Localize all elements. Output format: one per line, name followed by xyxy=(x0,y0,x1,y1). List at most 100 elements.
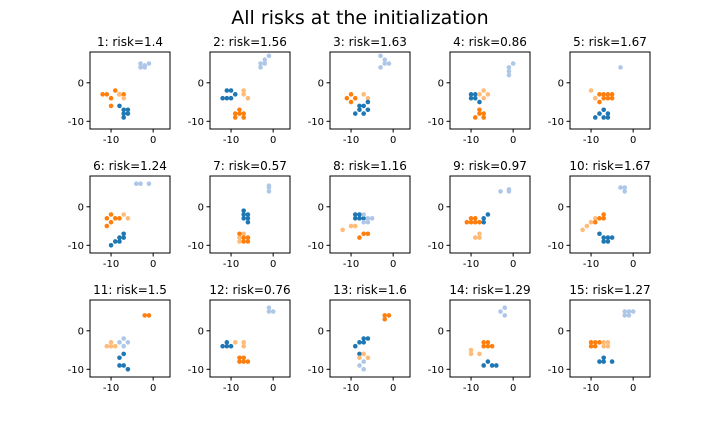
scatter-point xyxy=(382,57,388,62)
scatter-point xyxy=(601,343,606,349)
scatter-point xyxy=(468,351,474,357)
scatter-point xyxy=(121,343,126,349)
x-tick-label: -10 xyxy=(463,259,479,270)
scatter-point xyxy=(477,99,482,105)
subplot: 2: risk=1.56 -10 0 -10 0 xyxy=(188,35,291,146)
x-tick-label: 0 xyxy=(390,383,396,394)
scatter-point xyxy=(386,313,392,318)
axes-frame xyxy=(329,299,411,378)
scatter-point xyxy=(241,231,246,237)
scatter-point xyxy=(498,189,503,194)
scatter-point xyxy=(361,219,366,225)
scatter-point xyxy=(506,65,512,70)
scatter-point xyxy=(468,347,474,353)
axes-frame xyxy=(209,175,291,254)
scatter-point xyxy=(266,183,272,188)
subplot-title: 8: risk=1.16 xyxy=(333,159,407,173)
scatter-point xyxy=(266,189,272,194)
scatter-point xyxy=(489,363,495,368)
y-tick-label: -10 xyxy=(188,241,204,252)
scatter-point xyxy=(498,309,503,314)
scatter-point xyxy=(592,343,598,349)
scatter-point xyxy=(108,95,114,101)
scatter-point xyxy=(121,235,126,240)
y-tick-label: 0 xyxy=(198,326,204,337)
subplot: 8: risk=1.16 -10 0 -10 0 xyxy=(308,159,411,270)
scatter-point xyxy=(622,185,628,190)
scatter-point xyxy=(361,336,366,341)
subplot-title: 13: risk=1.6 xyxy=(333,283,407,297)
axes-frame xyxy=(89,51,171,130)
scatter-point xyxy=(237,107,242,113)
scatter-point xyxy=(601,92,606,97)
scatter-point xyxy=(472,115,478,120)
scatter-point xyxy=(502,313,508,318)
scatter-point xyxy=(472,216,478,221)
y-tick-label: -10 xyxy=(308,365,324,376)
x-tick-label: -10 xyxy=(463,135,479,146)
scatter-point xyxy=(344,95,350,101)
scatter-point xyxy=(241,340,246,345)
scatter-point xyxy=(121,212,126,217)
scatter-point xyxy=(464,219,470,225)
scatter-point xyxy=(112,239,118,244)
scatter-point xyxy=(361,231,366,237)
y-tick-label: 0 xyxy=(558,202,564,213)
y-tick-label: 0 xyxy=(318,78,324,89)
scatter-point xyxy=(237,111,242,116)
scatter-point xyxy=(597,92,602,97)
scatter-point xyxy=(622,309,628,314)
scatter-point xyxy=(485,359,491,364)
scatter-point xyxy=(580,227,585,233)
scatter-point xyxy=(485,340,491,345)
axes-frame xyxy=(329,51,411,130)
scatter-point xyxy=(142,63,148,68)
scatter-point xyxy=(357,235,362,240)
scatter-point xyxy=(481,95,486,101)
scatter-point xyxy=(241,343,246,349)
x-tick-label: -10 xyxy=(103,259,119,270)
scatter-point xyxy=(601,95,606,101)
scatter-point xyxy=(592,340,598,345)
scatter-point xyxy=(605,115,611,120)
scatter-point xyxy=(112,88,118,93)
scatter-point xyxy=(108,103,114,109)
y-tick-label: -10 xyxy=(428,365,444,376)
subplot-title: 11: risk=1.5 xyxy=(93,283,167,297)
scatter-point xyxy=(382,316,388,322)
scatter-point xyxy=(592,219,598,225)
x-tick-label: -10 xyxy=(103,135,119,146)
subplot: 12: risk=0.76 -10 0 -10 0 xyxy=(188,283,291,394)
scatter-point xyxy=(245,219,251,225)
y-tick-label: 0 xyxy=(438,78,444,89)
scatter-point xyxy=(266,53,272,59)
scatter-point xyxy=(245,95,251,101)
y-tick-label: -10 xyxy=(548,117,564,128)
scatter-point xyxy=(146,61,152,66)
scatter-point xyxy=(228,343,234,349)
scatter-point xyxy=(125,216,131,221)
scatter-point xyxy=(361,216,366,221)
scatter-point xyxy=(605,340,611,345)
scatter-point xyxy=(618,65,623,70)
scatter-point xyxy=(352,223,358,229)
scatter-point xyxy=(597,99,602,105)
x-tick-label: 0 xyxy=(510,383,516,394)
scatter-point xyxy=(125,111,131,116)
scatter-point xyxy=(104,92,110,97)
subplot: 14: risk=1.29 -10 0 -10 0 xyxy=(428,283,531,394)
scatter-point xyxy=(352,95,358,101)
scatter-point xyxy=(506,187,512,192)
axes-frame xyxy=(89,175,171,254)
y-tick-label: -10 xyxy=(68,241,84,252)
scatter-point xyxy=(237,231,242,237)
scatter-point xyxy=(506,68,512,74)
scatter-point xyxy=(365,355,371,361)
scatter-point xyxy=(361,92,366,97)
scatter-point xyxy=(117,340,122,345)
scatter-point xyxy=(224,95,230,101)
scatter-point xyxy=(224,340,230,345)
scatter-point xyxy=(605,111,611,116)
scatter-point xyxy=(142,313,148,318)
scatter-point xyxy=(357,212,362,217)
